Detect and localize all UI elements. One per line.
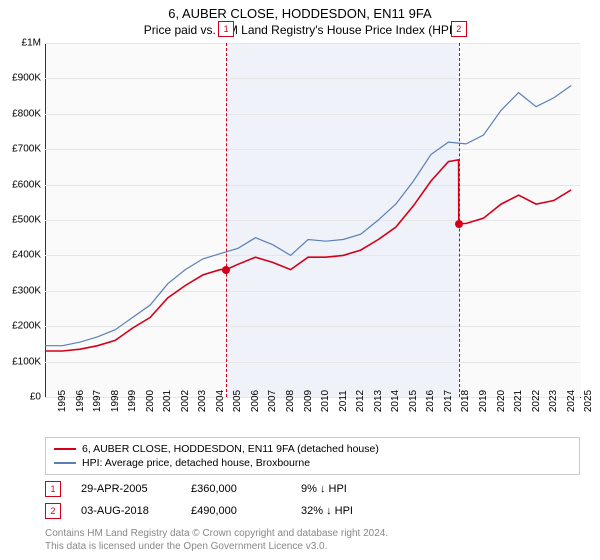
y-axis-label: £500K bbox=[12, 215, 41, 226]
y-axis-label: £900K bbox=[12, 73, 41, 84]
y-axis-label: £600K bbox=[12, 179, 41, 190]
y-axis-label: £400K bbox=[12, 250, 41, 261]
sale-delta: 9% ↓ HPI bbox=[301, 483, 391, 495]
y-axis-label: £100K bbox=[12, 356, 41, 367]
series-line-price_paid bbox=[45, 160, 571, 351]
sale-price: £360,000 bbox=[191, 483, 281, 495]
legend-swatch bbox=[54, 448, 76, 450]
series-line-hpi bbox=[45, 86, 571, 346]
page-title: 6, AUBER CLOSE, HODDESDON, EN11 9FA bbox=[0, 0, 600, 21]
sale-price: £490,000 bbox=[191, 505, 281, 517]
sale-delta: 32% ↓ HPI bbox=[301, 505, 391, 517]
page-subtitle: Price paid vs. HM Land Registry's House … bbox=[0, 21, 600, 37]
sale-row: 1 29-APR-2005 £360,000 9% ↓ HPI bbox=[45, 481, 600, 497]
footer-line-2: This data is licensed under the Open Gov… bbox=[45, 541, 327, 552]
sale-marker: 1 bbox=[45, 481, 61, 497]
chart-marker: 1 bbox=[218, 21, 234, 37]
sale-marker: 2 bbox=[45, 503, 61, 519]
y-axis-label: £200K bbox=[12, 321, 41, 332]
y-axis-label: £0 bbox=[30, 392, 41, 403]
legend-item: HPI: Average price, detached house, Brox… bbox=[54, 456, 571, 470]
sale-date: 03-AUG-2018 bbox=[81, 505, 171, 517]
price-chart: £0£100K£200K£300K£400K£500K£600K£700K£80… bbox=[45, 43, 580, 397]
y-axis-label: £800K bbox=[12, 108, 41, 119]
chart-marker: 2 bbox=[451, 21, 467, 37]
y-axis-label: £1M bbox=[22, 38, 41, 49]
sales-list: 1 29-APR-2005 £360,000 9% ↓ HPI 2 03-AUG-2018… bbox=[0, 481, 600, 519]
y-axis-label: £700K bbox=[12, 144, 41, 155]
footer-line-1: Contains HM Land Registry data © Crown c… bbox=[45, 528, 388, 539]
legend-label: HPI: Average price, detached house, Brox… bbox=[82, 457, 310, 469]
legend-item: 6, AUBER CLOSE, HODDESDON, EN11 9FA (det… bbox=[54, 442, 571, 456]
y-axis-label: £300K bbox=[12, 285, 41, 296]
sale-date: 29-APR-2005 bbox=[81, 483, 171, 495]
legend-swatch bbox=[54, 462, 76, 463]
chart-legend: 6, AUBER CLOSE, HODDESDON, EN11 9FA (det… bbox=[45, 437, 580, 475]
footer-attribution: Contains HM Land Registry data © Crown c… bbox=[45, 527, 580, 553]
legend-label: 6, AUBER CLOSE, HODDESDON, EN11 9FA (det… bbox=[82, 443, 379, 455]
sale-row: 2 03-AUG-2018 £490,000 32% ↓ HPI bbox=[45, 503, 600, 519]
